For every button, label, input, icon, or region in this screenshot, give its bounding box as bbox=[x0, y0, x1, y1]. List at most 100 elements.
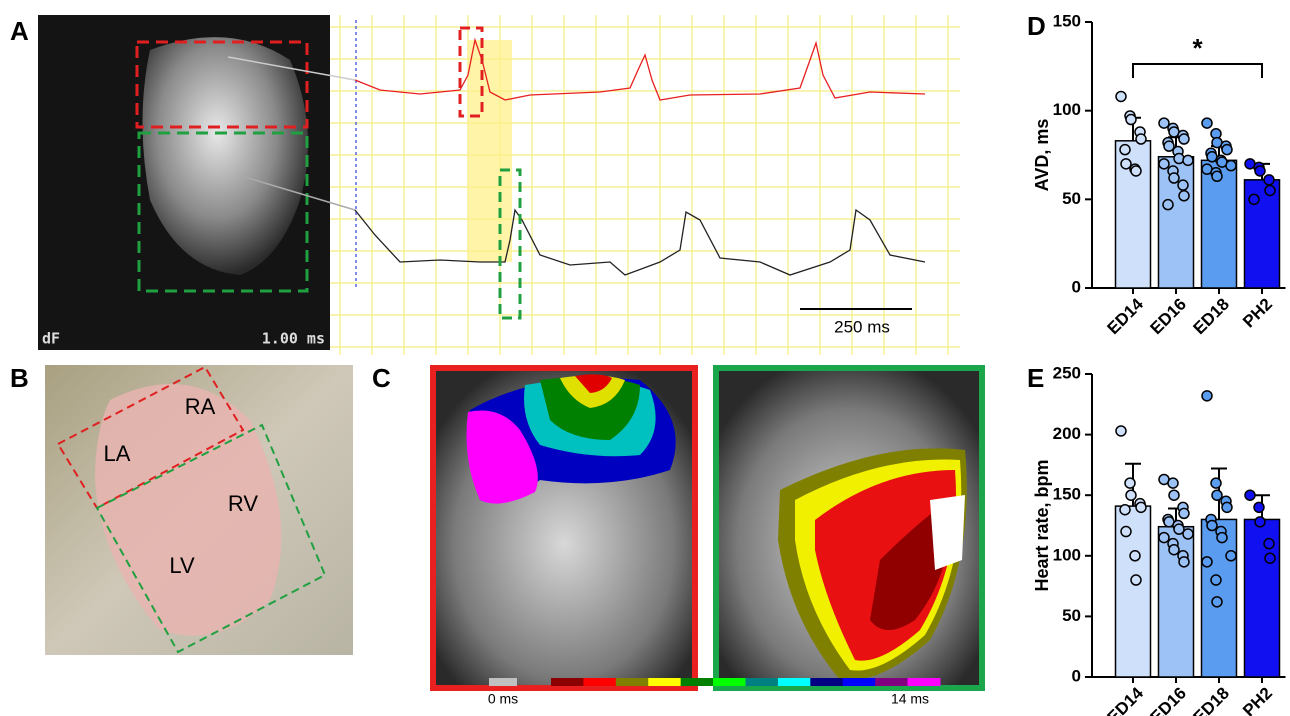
data-point bbox=[1158, 531, 1170, 544]
data-point bbox=[1264, 552, 1276, 564]
data-point bbox=[1130, 165, 1142, 177]
data-point bbox=[1211, 489, 1223, 501]
data-point bbox=[1168, 172, 1180, 184]
data-point bbox=[1119, 143, 1131, 156]
data-point bbox=[1254, 516, 1266, 528]
data-point bbox=[1178, 556, 1190, 568]
data-point bbox=[1178, 190, 1190, 202]
data-point bbox=[1173, 523, 1185, 535]
data-point bbox=[1162, 198, 1174, 211]
x-tick-label: ED14 bbox=[1103, 294, 1147, 338]
data-point bbox=[1201, 117, 1213, 129]
data-point bbox=[1201, 556, 1213, 568]
atria-roi bbox=[56, 365, 245, 510]
data-point bbox=[1129, 550, 1141, 562]
region-label: RV bbox=[228, 491, 258, 516]
colorbar-segment bbox=[875, 678, 909, 686]
colorbar-segment bbox=[713, 678, 746, 686]
data-point bbox=[1182, 528, 1194, 540]
connector bbox=[237, 174, 356, 211]
data-point bbox=[1158, 117, 1170, 129]
data-point bbox=[1201, 390, 1213, 402]
data-point bbox=[1225, 550, 1237, 562]
panel-label: D bbox=[1027, 11, 1046, 41]
x-tick-label: ED16 bbox=[1146, 684, 1190, 716]
data-point bbox=[1125, 113, 1137, 126]
x-tick-label: ED14 bbox=[1103, 683, 1147, 716]
panel-label: A bbox=[10, 16, 29, 46]
data-point bbox=[1120, 525, 1132, 538]
colorbar-segment bbox=[615, 678, 649, 686]
data-point bbox=[1130, 574, 1142, 586]
data-point bbox=[1135, 133, 1147, 145]
data-point bbox=[1254, 165, 1266, 177]
significance-label: * bbox=[1192, 33, 1203, 63]
activation-zone bbox=[930, 495, 965, 570]
atrial-roi bbox=[135, 40, 309, 129]
data-point bbox=[1221, 501, 1233, 514]
data-point bbox=[1210, 574, 1222, 586]
y-axis-label: Heart rate, bpm bbox=[1032, 459, 1052, 591]
data-point bbox=[1177, 179, 1189, 191]
highlight bbox=[468, 40, 512, 262]
y-tick-label: 250 bbox=[1053, 363, 1081, 382]
data-point bbox=[1124, 477, 1136, 489]
data-point bbox=[1119, 503, 1131, 516]
y-tick-label: 200 bbox=[1053, 424, 1081, 443]
colorbar-segment bbox=[745, 678, 779, 686]
data-point bbox=[1210, 477, 1222, 489]
heart-tissue bbox=[95, 384, 282, 636]
data-point bbox=[1158, 158, 1170, 170]
significance-bracket bbox=[1132, 63, 1263, 78]
trace-grid bbox=[330, 15, 960, 355]
colorbar-segment bbox=[648, 678, 682, 686]
ventricle-roi bbox=[95, 423, 327, 654]
data-point bbox=[1263, 174, 1275, 186]
data-point bbox=[1115, 425, 1127, 437]
data-point bbox=[1178, 507, 1190, 520]
heart-shape bbox=[142, 37, 308, 276]
activation-zone bbox=[575, 374, 612, 393]
atrial-window bbox=[458, 26, 484, 118]
ventricular-trace bbox=[354, 208, 926, 276]
data-point bbox=[1115, 90, 1127, 103]
region-label: LA bbox=[104, 441, 131, 466]
y-axis-label: AVD, ms bbox=[1032, 119, 1052, 192]
x-tick-label: ED16 bbox=[1146, 295, 1190, 339]
data-point bbox=[1168, 543, 1180, 556]
y-tick-label: 100 bbox=[1053, 545, 1081, 564]
colorbar-zero bbox=[489, 678, 517, 686]
atrial-trace bbox=[354, 37, 926, 101]
ventricular-window bbox=[498, 168, 522, 320]
data-point bbox=[1167, 477, 1179, 489]
data-point bbox=[1244, 489, 1256, 501]
y-tick-label: 150 bbox=[1053, 11, 1081, 30]
activation-zone bbox=[466, 410, 538, 504]
data-point bbox=[1178, 133, 1190, 145]
data-point bbox=[1221, 143, 1233, 156]
x-tick-label: ED18 bbox=[1189, 295, 1233, 339]
region-label: RA bbox=[185, 394, 216, 419]
frame-time: 1.00 ms bbox=[262, 330, 325, 348]
y-tick-label: 0 bbox=[1072, 666, 1081, 685]
scale-bar-label: 250 ms bbox=[834, 317, 890, 336]
data-point bbox=[1173, 152, 1185, 165]
data-point bbox=[1135, 501, 1147, 514]
data-point bbox=[1163, 140, 1175, 152]
data-point bbox=[1225, 159, 1237, 172]
data-point bbox=[1263, 537, 1275, 550]
data-point bbox=[1168, 489, 1180, 501]
data-point bbox=[1253, 501, 1265, 514]
data-point bbox=[1120, 158, 1132, 170]
colorbar-segment bbox=[842, 678, 876, 686]
data-point bbox=[1182, 154, 1194, 167]
image-label: dF bbox=[42, 330, 60, 348]
panel-label: B bbox=[10, 363, 29, 393]
colorbar-segment bbox=[583, 678, 617, 686]
y-tick-label: 50 bbox=[1062, 606, 1081, 625]
data-point bbox=[1211, 596, 1223, 608]
region-label: LV bbox=[169, 553, 195, 578]
connector bbox=[227, 56, 356, 81]
colorbar-segment bbox=[810, 678, 844, 686]
data-point bbox=[1211, 170, 1223, 183]
